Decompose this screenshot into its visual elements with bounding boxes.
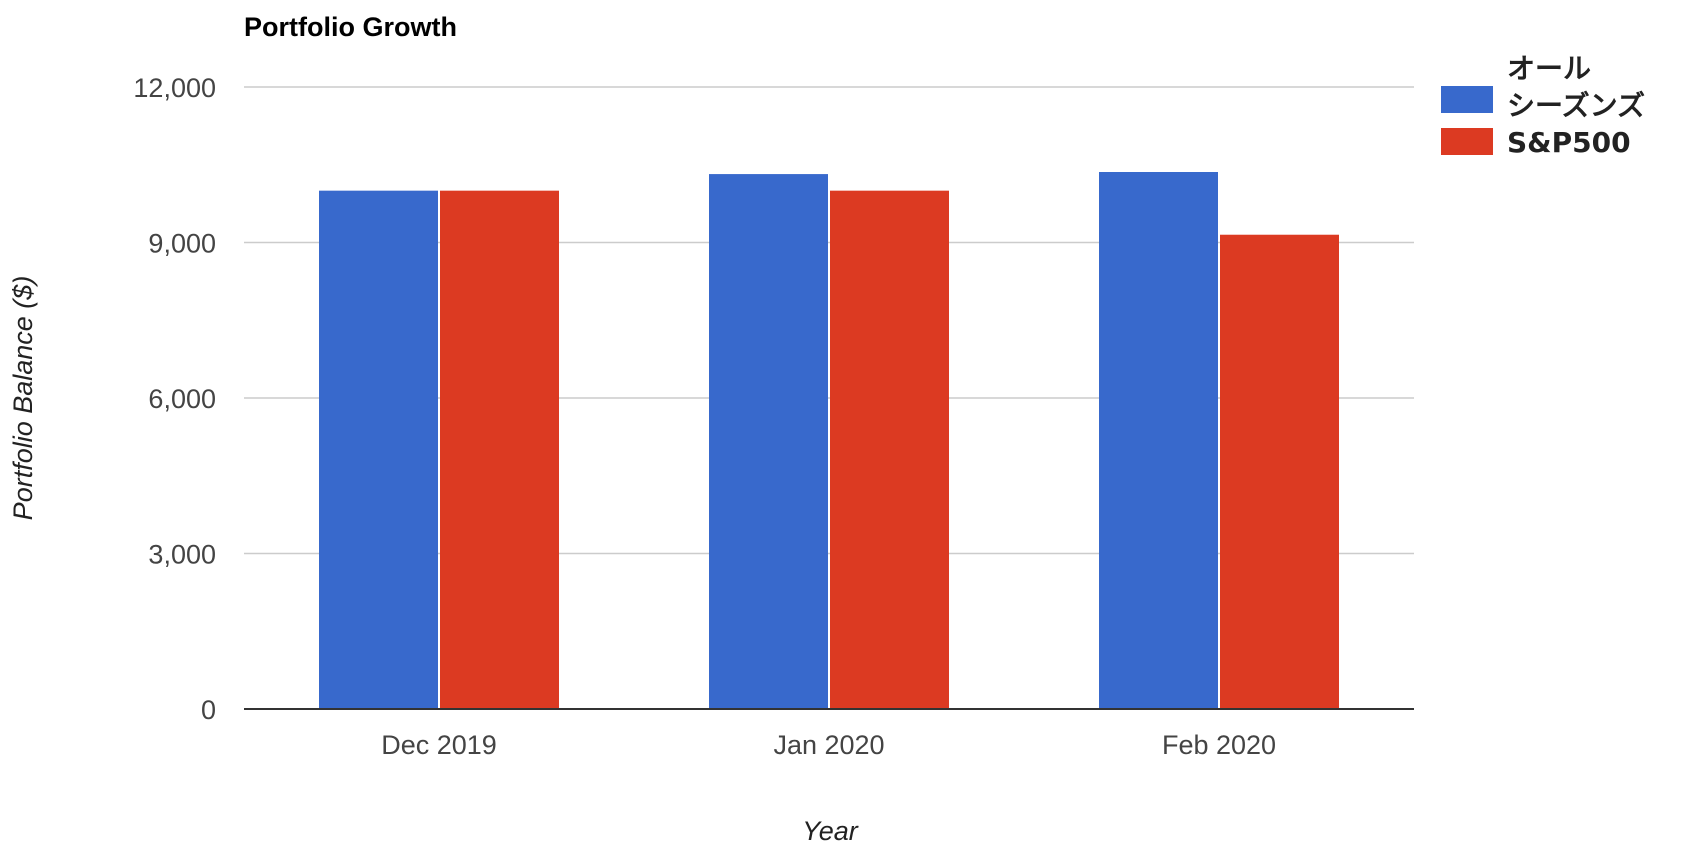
y-tick-label: 0 [201,695,216,725]
y-tick-label: 6,000 [148,384,216,414]
bars [319,172,1339,710]
legend-swatch-series2 [1441,128,1493,155]
bar-series2-2 [1220,234,1339,709]
gridlines [244,86,1414,555]
y-tick-label: 9,000 [148,229,216,259]
y-tick-label: 3,000 [148,540,216,570]
x-axis-title: Year [802,816,859,846]
x-axis-ticks: Dec 2019 Jan 2020 Feb 2020 [381,730,1276,760]
legend-swatch-series1 [1441,86,1493,113]
bar-series1-0 [319,190,438,709]
y-axis-ticks: 0 3,000 6,000 9,000 12,000 [133,73,216,725]
bar-series1-2 [1099,172,1218,710]
y-axis-title: Portfolio Balance ($) [8,276,38,521]
chart-title: Portfolio Growth [244,12,457,42]
bar-series1-1 [709,174,828,709]
y-tick-label: 12,000 [133,73,216,103]
legend: オールシーズンズ S&P500 [1441,52,1645,159]
x-tick-label: Feb 2020 [1162,730,1276,760]
legend-label-series1: オールシーズンズ [1507,52,1645,122]
x-tick-label: Dec 2019 [381,730,497,760]
bar-series2-0 [440,190,559,709]
bar-series2-1 [830,190,949,709]
x-tick-label: Jan 2020 [773,730,884,760]
legend-label-series2: S&P500 [1507,126,1631,159]
